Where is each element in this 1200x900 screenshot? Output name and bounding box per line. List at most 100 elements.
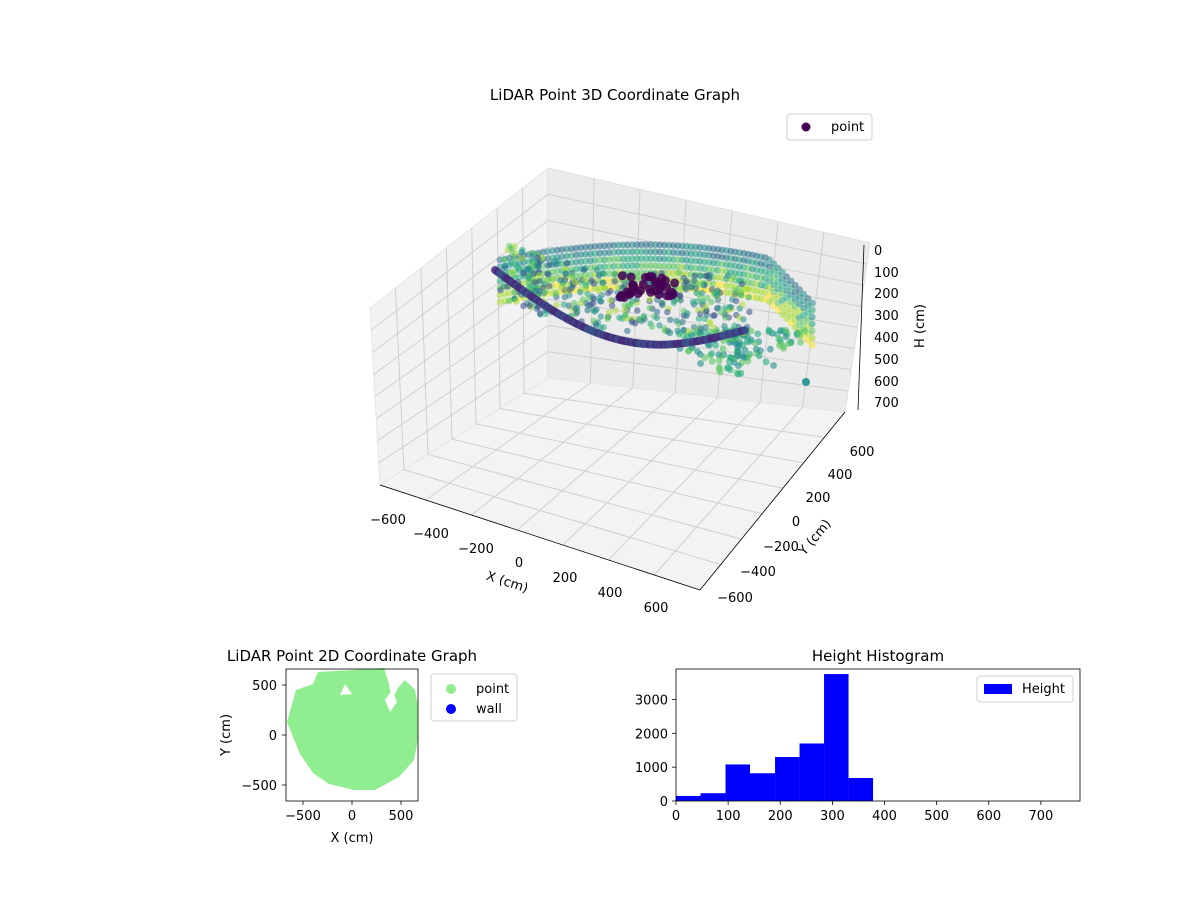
plot3d-point bbox=[670, 299, 678, 307]
plot3d-point bbox=[697, 325, 704, 333]
plot2d-x-label: X (cm) bbox=[331, 831, 374, 846]
plot3d-point bbox=[660, 276, 670, 285]
plot3d-point bbox=[507, 259, 514, 266]
plot3d-gridline bbox=[523, 392, 825, 438]
plot3d-point bbox=[698, 281, 705, 288]
plot3d-point bbox=[655, 284, 665, 294]
plot3d-z-label: H (cm) bbox=[913, 304, 928, 348]
plot3d-z-tick: 500 bbox=[874, 353, 899, 368]
plot2d-notch bbox=[385, 690, 397, 712]
histogram-y-tick: 3000 bbox=[635, 693, 668, 708]
plot3d-point bbox=[711, 289, 719, 297]
plot2d-point-area bbox=[287, 668, 418, 790]
plot3d-point bbox=[621, 311, 629, 319]
histogram-legend-label: Height bbox=[1022, 682, 1065, 697]
plot3d-point-cloud bbox=[491, 241, 816, 386]
plot3d-point bbox=[500, 283, 507, 290]
plot3d-point bbox=[691, 272, 699, 279]
plot3d-point bbox=[553, 301, 560, 309]
plot3d-point bbox=[635, 273, 642, 280]
plot3d-point bbox=[568, 284, 576, 291]
histogram-x-tick: 300 bbox=[820, 809, 845, 824]
plot2d-y-tick: 500 bbox=[252, 679, 277, 694]
plot3d-point bbox=[546, 261, 553, 268]
histogram-bar bbox=[824, 674, 849, 801]
plot3d-point bbox=[571, 278, 578, 285]
plot3d-point bbox=[692, 284, 700, 292]
plot2d-notch bbox=[340, 684, 352, 695]
plot3d-point bbox=[724, 272, 732, 279]
plot3d-point bbox=[701, 315, 708, 322]
plot3d-z-tick: 300 bbox=[874, 309, 899, 324]
plot3d-point bbox=[590, 280, 598, 287]
plot3d-y-tick: 200 bbox=[806, 491, 831, 506]
plot3d-point bbox=[612, 270, 619, 278]
plot3d-point bbox=[689, 298, 697, 306]
plot3d-point bbox=[776, 342, 783, 349]
plot3d-point bbox=[607, 297, 614, 304]
plot3d-point bbox=[504, 246, 511, 254]
histogram-x-tick: 0 bbox=[672, 809, 680, 824]
histogram-bar bbox=[725, 764, 751, 801]
plot3d-point bbox=[511, 289, 518, 296]
plot3d-point bbox=[611, 278, 618, 285]
plot3d-point bbox=[664, 308, 671, 316]
plot3d-point bbox=[640, 312, 648, 320]
plot3d-point bbox=[783, 273, 791, 280]
plot3d-legend-marker bbox=[801, 122, 811, 132]
plot3d-point bbox=[676, 292, 684, 299]
plot3d-point bbox=[710, 324, 717, 331]
plot3d-point bbox=[706, 318, 714, 326]
plot3d-point bbox=[679, 318, 686, 326]
plot3d-point bbox=[510, 271, 518, 279]
plot3d-point bbox=[579, 296, 587, 303]
plot3d-point bbox=[519, 269, 527, 276]
plot3d-title: LiDAR Point 3D Coordinate Graph bbox=[490, 86, 740, 104]
plot3d-point bbox=[557, 277, 564, 284]
plot3d-point bbox=[738, 280, 746, 288]
plot3d-point bbox=[684, 310, 691, 317]
plot3d-point bbox=[808, 320, 816, 328]
plot3d-point bbox=[733, 352, 741, 360]
plot3d-point bbox=[573, 304, 581, 311]
plot3d-point bbox=[591, 308, 598, 315]
plot2d-title: LiDAR Point 2D Coordinate Graph bbox=[227, 647, 477, 665]
histogram-bar bbox=[700, 793, 726, 801]
plot3d-point bbox=[687, 283, 695, 291]
plot3d-point bbox=[681, 284, 689, 291]
plot3d-point bbox=[600, 279, 607, 286]
plot3d-point bbox=[735, 362, 742, 369]
plot3d-point bbox=[617, 271, 627, 281]
plot3d-point bbox=[685, 327, 692, 335]
plot3d-point bbox=[740, 316, 747, 323]
histogram-legend-swatch bbox=[984, 684, 1012, 694]
plot3d-gridline bbox=[403, 469, 721, 566]
plot3d-point bbox=[770, 362, 777, 369]
plot3d-point bbox=[711, 312, 718, 319]
plot3d-point bbox=[511, 255, 519, 262]
plot3d-point bbox=[590, 299, 597, 307]
plot3d-point bbox=[562, 270, 569, 277]
plot3d-point bbox=[787, 277, 795, 285]
plot3d-gridline bbox=[547, 351, 849, 392]
plot2d-legend-label: wall bbox=[476, 702, 502, 717]
histogram-bar bbox=[750, 773, 776, 801]
plot3d-y-ticks: −600 −400 −200 0 200 400 600 bbox=[717, 445, 874, 606]
plot3d-point bbox=[757, 347, 764, 354]
plot2d-legend-marker-point bbox=[446, 684, 456, 694]
plot2d-y-tick: 0 bbox=[269, 729, 277, 744]
plot3d-point bbox=[598, 298, 605, 305]
plot3d-point bbox=[582, 284, 589, 291]
plot3d-point bbox=[782, 326, 790, 334]
plot3d-gridline bbox=[471, 387, 634, 516]
plot3d-gridline bbox=[372, 220, 549, 353]
plot3d-point bbox=[604, 315, 611, 322]
plot3d-point bbox=[712, 341, 720, 349]
histogram-x-tick: 200 bbox=[768, 809, 793, 824]
plot3d-point bbox=[661, 325, 668, 332]
plot3d-point bbox=[534, 254, 541, 261]
plot3d-gridline bbox=[370, 193, 549, 331]
histogram-x-tick: 700 bbox=[1028, 809, 1053, 824]
plot3d-point bbox=[785, 340, 792, 347]
plot3d-point bbox=[621, 306, 629, 313]
